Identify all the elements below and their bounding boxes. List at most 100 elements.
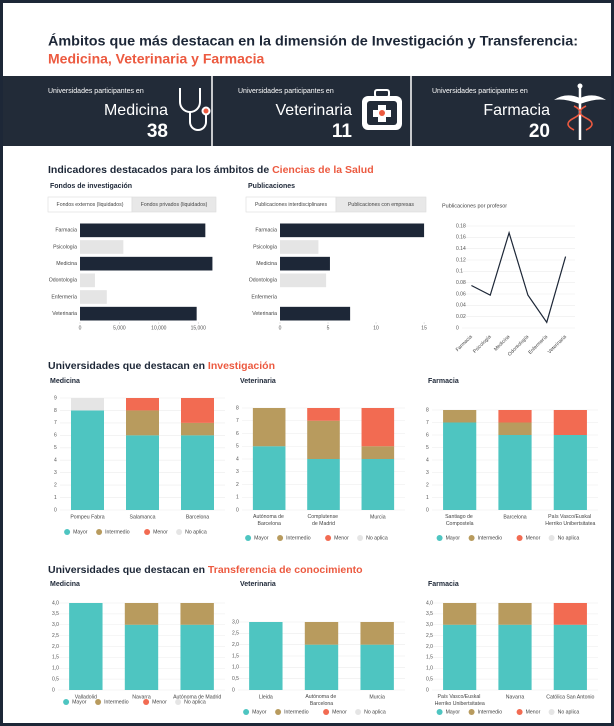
legend-label: Menor xyxy=(332,709,347,715)
category-label: Autónoma de Barcelona xyxy=(253,514,285,527)
label-line: Herriko Unibertsitatea xyxy=(435,701,485,707)
tab xyxy=(335,196,427,213)
bar-segment xyxy=(498,422,532,435)
category-label: Enfermería xyxy=(251,294,277,300)
bar-segment xyxy=(498,435,532,510)
chart-title: Publicaciones por profesor xyxy=(442,203,507,209)
legend-label: No aplica xyxy=(184,699,206,705)
bar-segment xyxy=(252,408,286,447)
legend-label: Menor xyxy=(153,529,168,535)
bar-segment xyxy=(553,624,587,690)
legend-label: Intermedio xyxy=(284,709,309,715)
label-line: Barcelona xyxy=(310,701,333,707)
legend-swatch xyxy=(64,529,71,535)
bar xyxy=(280,273,327,288)
legend-label: Menor xyxy=(526,709,541,715)
x-tick-label: 15,000 xyxy=(191,325,207,331)
label-line: Barcelona xyxy=(257,521,280,527)
category-label: Farmacia xyxy=(255,228,277,234)
y-tick-label: 2,0 xyxy=(426,644,433,650)
category-label: Veterinaria xyxy=(52,311,77,317)
y-tick-label: 0.16 xyxy=(456,235,466,241)
bar-segment xyxy=(553,410,587,435)
bar-segment xyxy=(124,603,159,625)
y-tick-label: 0 xyxy=(456,325,459,331)
bar xyxy=(280,223,425,238)
y-tick-label: 5 xyxy=(54,445,57,451)
y-tick-label: 1,0 xyxy=(232,665,239,671)
y-tick-label: 4 xyxy=(426,457,429,463)
x-tick-label: 0 xyxy=(79,325,82,331)
category-label: Psicología xyxy=(253,244,277,250)
legend-swatch xyxy=(143,699,150,705)
y-tick-label: 2 xyxy=(236,482,239,488)
bar-segment xyxy=(71,398,104,411)
category-label: Farmacia xyxy=(55,228,77,234)
y-tick-label: 8 xyxy=(426,407,429,413)
category-label: País Vasco/Euskal Herriko Unibertsitatea xyxy=(545,514,595,527)
y-tick-label: 7 xyxy=(236,418,239,424)
bar-segment xyxy=(443,624,477,690)
y-tick-label: 1 xyxy=(426,495,429,501)
legend-swatch xyxy=(63,699,70,705)
y-tick-label: 1 xyxy=(54,495,57,501)
card-label: Universidades participantes en xyxy=(48,88,144,95)
y-tick-label: 3 xyxy=(54,470,57,476)
y-tick-label: 7 xyxy=(54,420,57,426)
page-title: Ámbitos que más destacan en la dimensión… xyxy=(48,33,578,49)
tab-label: Publicaciones interdisciplinares xyxy=(255,202,327,208)
y-tick-label: 4,0 xyxy=(426,600,433,606)
chart-title: Publicaciones xyxy=(248,183,295,190)
x-tick-label: 0 xyxy=(279,325,282,331)
bar-segment xyxy=(498,624,532,690)
x-tick-label: 10,000 xyxy=(151,325,167,331)
label-line: de Madrid xyxy=(312,521,335,527)
bar xyxy=(280,256,330,271)
y-tick-label: 2,5 xyxy=(232,631,239,637)
bar-segment xyxy=(443,410,477,423)
bar xyxy=(80,290,107,304)
category-label: Medicina xyxy=(56,261,77,267)
category-label: Murcia xyxy=(370,514,386,520)
legend-swatch xyxy=(355,709,362,715)
card-name: Medicina xyxy=(104,102,168,119)
y-tick-label: 0.18 xyxy=(456,223,466,229)
chart-title: Fondos de investigación xyxy=(50,183,132,190)
legend-label: Intermedio xyxy=(286,535,311,541)
legend-swatch xyxy=(548,709,555,715)
y-tick-label: 0 xyxy=(54,507,57,513)
label-line: Autónoma de xyxy=(253,514,285,520)
legend-swatch xyxy=(436,709,443,715)
category-label: Medicina xyxy=(256,261,277,267)
category-label: Barcelona xyxy=(503,514,526,520)
section-title: Indicadores destacados para los ámbitos … xyxy=(48,164,374,176)
chart-title: Veterinaria xyxy=(240,378,276,385)
y-tick-label: 9 xyxy=(54,395,57,401)
y-tick-label: 0,5 xyxy=(52,676,59,682)
category-label: Odontología xyxy=(249,278,277,284)
legend-swatch xyxy=(243,709,250,715)
y-tick-label: 1,5 xyxy=(232,653,239,659)
legend-label: No aplica xyxy=(364,709,386,715)
bar xyxy=(280,306,351,321)
bar xyxy=(80,223,206,238)
label-line: Compostela xyxy=(446,521,474,527)
legend-label: Mayor xyxy=(73,529,88,535)
legend-swatch xyxy=(175,699,182,705)
legend-label: Mayor xyxy=(252,709,267,715)
y-tick-label: 3,0 xyxy=(232,619,239,625)
y-tick-label: 0 xyxy=(232,687,235,693)
y-tick-label: 0.12 xyxy=(456,257,466,263)
y-tick-label: 4,0 xyxy=(52,600,59,606)
y-tick-label: 1,5 xyxy=(426,655,433,661)
label-line: País Vasco/Euskal xyxy=(438,694,482,700)
bar-segment xyxy=(307,408,340,421)
tab-label: Fondos privados (liquidados) xyxy=(141,202,208,208)
bar-segment xyxy=(553,435,587,510)
card-value: 20 xyxy=(529,121,550,142)
y-tick-label: 2 xyxy=(426,482,429,488)
card-value: 11 xyxy=(332,121,353,142)
label-line: Autónoma de xyxy=(305,694,337,700)
bar-segment xyxy=(126,435,159,510)
y-tick-label: 1,5 xyxy=(52,655,59,661)
